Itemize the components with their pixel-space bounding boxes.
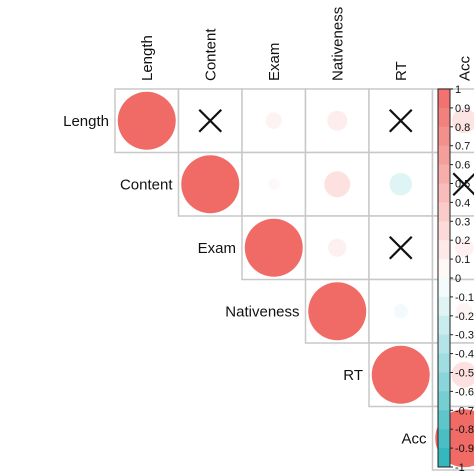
- row-label-length: Length: [63, 113, 109, 130]
- colorbar-tick-label: -0.2: [455, 311, 474, 323]
- colorbar-tick-label: 0.5: [455, 179, 470, 191]
- colorbar-segment: [438, 410, 450, 430]
- corr-circle-length-length: [117, 91, 176, 150]
- corr-circle-length-exam: [265, 112, 282, 129]
- colorbar-segment: [438, 372, 450, 392]
- colorbar-tick-label: 0.4: [455, 197, 470, 209]
- corr-circle-nativeness-rt: [393, 304, 408, 319]
- colorbar-segment: [438, 391, 450, 411]
- row-label-rt: RT: [343, 367, 363, 384]
- colorbar-tick-label: -0.9: [455, 443, 474, 455]
- colorbar-segment: [438, 164, 450, 184]
- corr-circle-length-nativeness: [327, 110, 348, 131]
- colorbar-segment: [438, 448, 450, 468]
- insignificant-marker-length-content: [198, 108, 223, 133]
- colorbar-tick-label: -0.5: [455, 368, 474, 380]
- colorbar-segment: [438, 334, 450, 355]
- corr-circle-rt-acc: [451, 361, 474, 388]
- corr-circle-content-rt: [389, 173, 412, 196]
- corr-circle-exam-exam: [244, 218, 303, 277]
- column-label-exam: Exam: [266, 43, 283, 81]
- colorbar-segment: [438, 353, 450, 373]
- colorbar-tick-label: -0.4: [455, 349, 474, 361]
- colorbar-tick-label: 0.3: [455, 216, 470, 228]
- colorbar-segment: [438, 126, 450, 147]
- colorbar-segment: [438, 429, 450, 449]
- insignificant-marker-exam-rt: [388, 235, 413, 260]
- colorbar-segment: [438, 221, 450, 241]
- colorbar-tick-label: -0.6: [455, 386, 474, 398]
- corr-circle-nativeness-nativeness: [308, 282, 367, 341]
- colorbar-tick-label: 0.8: [455, 122, 470, 134]
- row-label-exam: Exam: [198, 240, 236, 257]
- column-label-content: Content: [202, 28, 219, 81]
- colorbar: 1 0.9 0.8 0.7 0.6 0.5 0.4 0.3 0.2 0.1 0 -0.1 -0.2 -0.…: [437, 84, 474, 474]
- colorbar-tick-label: 0.7: [455, 141, 470, 153]
- insignificant-marker-length-rt: [388, 108, 413, 133]
- column-label-nativeness: Nativeness: [329, 7, 346, 81]
- colorbar-tick-label: 0.6: [455, 160, 470, 172]
- colorbar-segment: [438, 183, 450, 203]
- column-label-rt: RT: [393, 61, 410, 81]
- colorbar-tick-label: 1: [455, 84, 461, 96]
- colorbar-segment: [438, 296, 450, 317]
- row-label-acc: Acc: [401, 430, 427, 447]
- column-label-length: Length: [139, 35, 156, 81]
- corr-circle-exam-acc: [455, 238, 474, 257]
- correlation-grid: [114, 88, 474, 471]
- colorbar-tick-label: 0.1: [455, 254, 470, 266]
- colorbar-tick-label: 0: [455, 273, 461, 285]
- corr-circle-rt-rt: [371, 345, 430, 404]
- colorbar-tick-label: 0.2: [455, 235, 470, 247]
- colorbar-segment: [438, 89, 450, 109]
- correlation-glyphs: [117, 91, 474, 468]
- column-label-acc: Acc: [456, 55, 473, 81]
- colorbar-tick-label: -0.1: [455, 292, 474, 304]
- corr-circle-length-acc: [451, 108, 474, 134]
- colorbar-tick-label: 0.9: [455, 103, 470, 115]
- colorbar-tick-label: -0.3: [455, 330, 474, 342]
- corr-circle-nativeness-acc: [456, 303, 473, 320]
- colorbar-segment: [438, 315, 450, 336]
- colorbar-tick-label: -0.7: [455, 405, 474, 417]
- colorbar-segment: [438, 240, 450, 260]
- corr-circle-content-content: [181, 155, 240, 214]
- colorbar-segment: [438, 278, 450, 298]
- colorbar-segment: [438, 107, 450, 128]
- row-label-content: Content: [120, 176, 173, 193]
- colorbar-segment: [438, 202, 450, 222]
- colorbar-segment: [438, 145, 450, 166]
- variable-labels: Length Content Exam Nativeness RT Acc Length Co…: [63, 7, 473, 447]
- corr-circle-content-exam: [267, 178, 280, 191]
- corr-circle-content-nativeness: [324, 171, 351, 198]
- colorbar-segment: [438, 259, 450, 279]
- corr-circle-exam-nativeness: [328, 238, 347, 257]
- colorbar-tick-label: -1: [455, 462, 465, 474]
- colorbar-tick-label: -0.8: [455, 424, 474, 436]
- insignificant-marker-content-acc: [452, 172, 474, 197]
- row-label-nativeness: Nativeness: [225, 303, 299, 320]
